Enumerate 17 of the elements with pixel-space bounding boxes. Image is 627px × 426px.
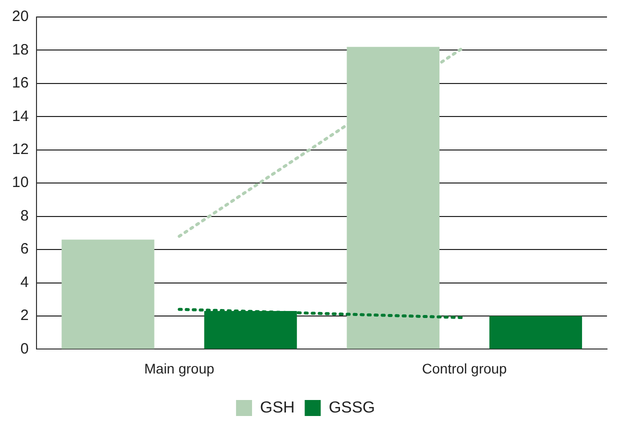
y-tick-label: 20 — [12, 8, 29, 26]
bar — [62, 240, 154, 349]
y-tick-label: 2 — [20, 307, 29, 324]
y-tick-label: 8 — [20, 207, 29, 224]
y-tick-label: 16 — [12, 74, 29, 92]
y-tick-label: 18 — [12, 41, 29, 58]
y-tick-label: 10 — [12, 174, 29, 192]
legend-label: GSSG — [328, 399, 375, 416]
y-tick-label: 0 — [20, 340, 29, 358]
y-tick-label: 12 — [12, 141, 29, 158]
x-tick-label: Main group — [144, 360, 214, 376]
y-tick-label: 4 — [20, 274, 29, 291]
x-tick-label: Control group — [422, 360, 508, 376]
bar — [489, 316, 582, 349]
legend-label: GSH — [260, 399, 295, 416]
y-tick-label: 14 — [12, 108, 29, 125]
y-tick-label: 6 — [20, 240, 29, 258]
